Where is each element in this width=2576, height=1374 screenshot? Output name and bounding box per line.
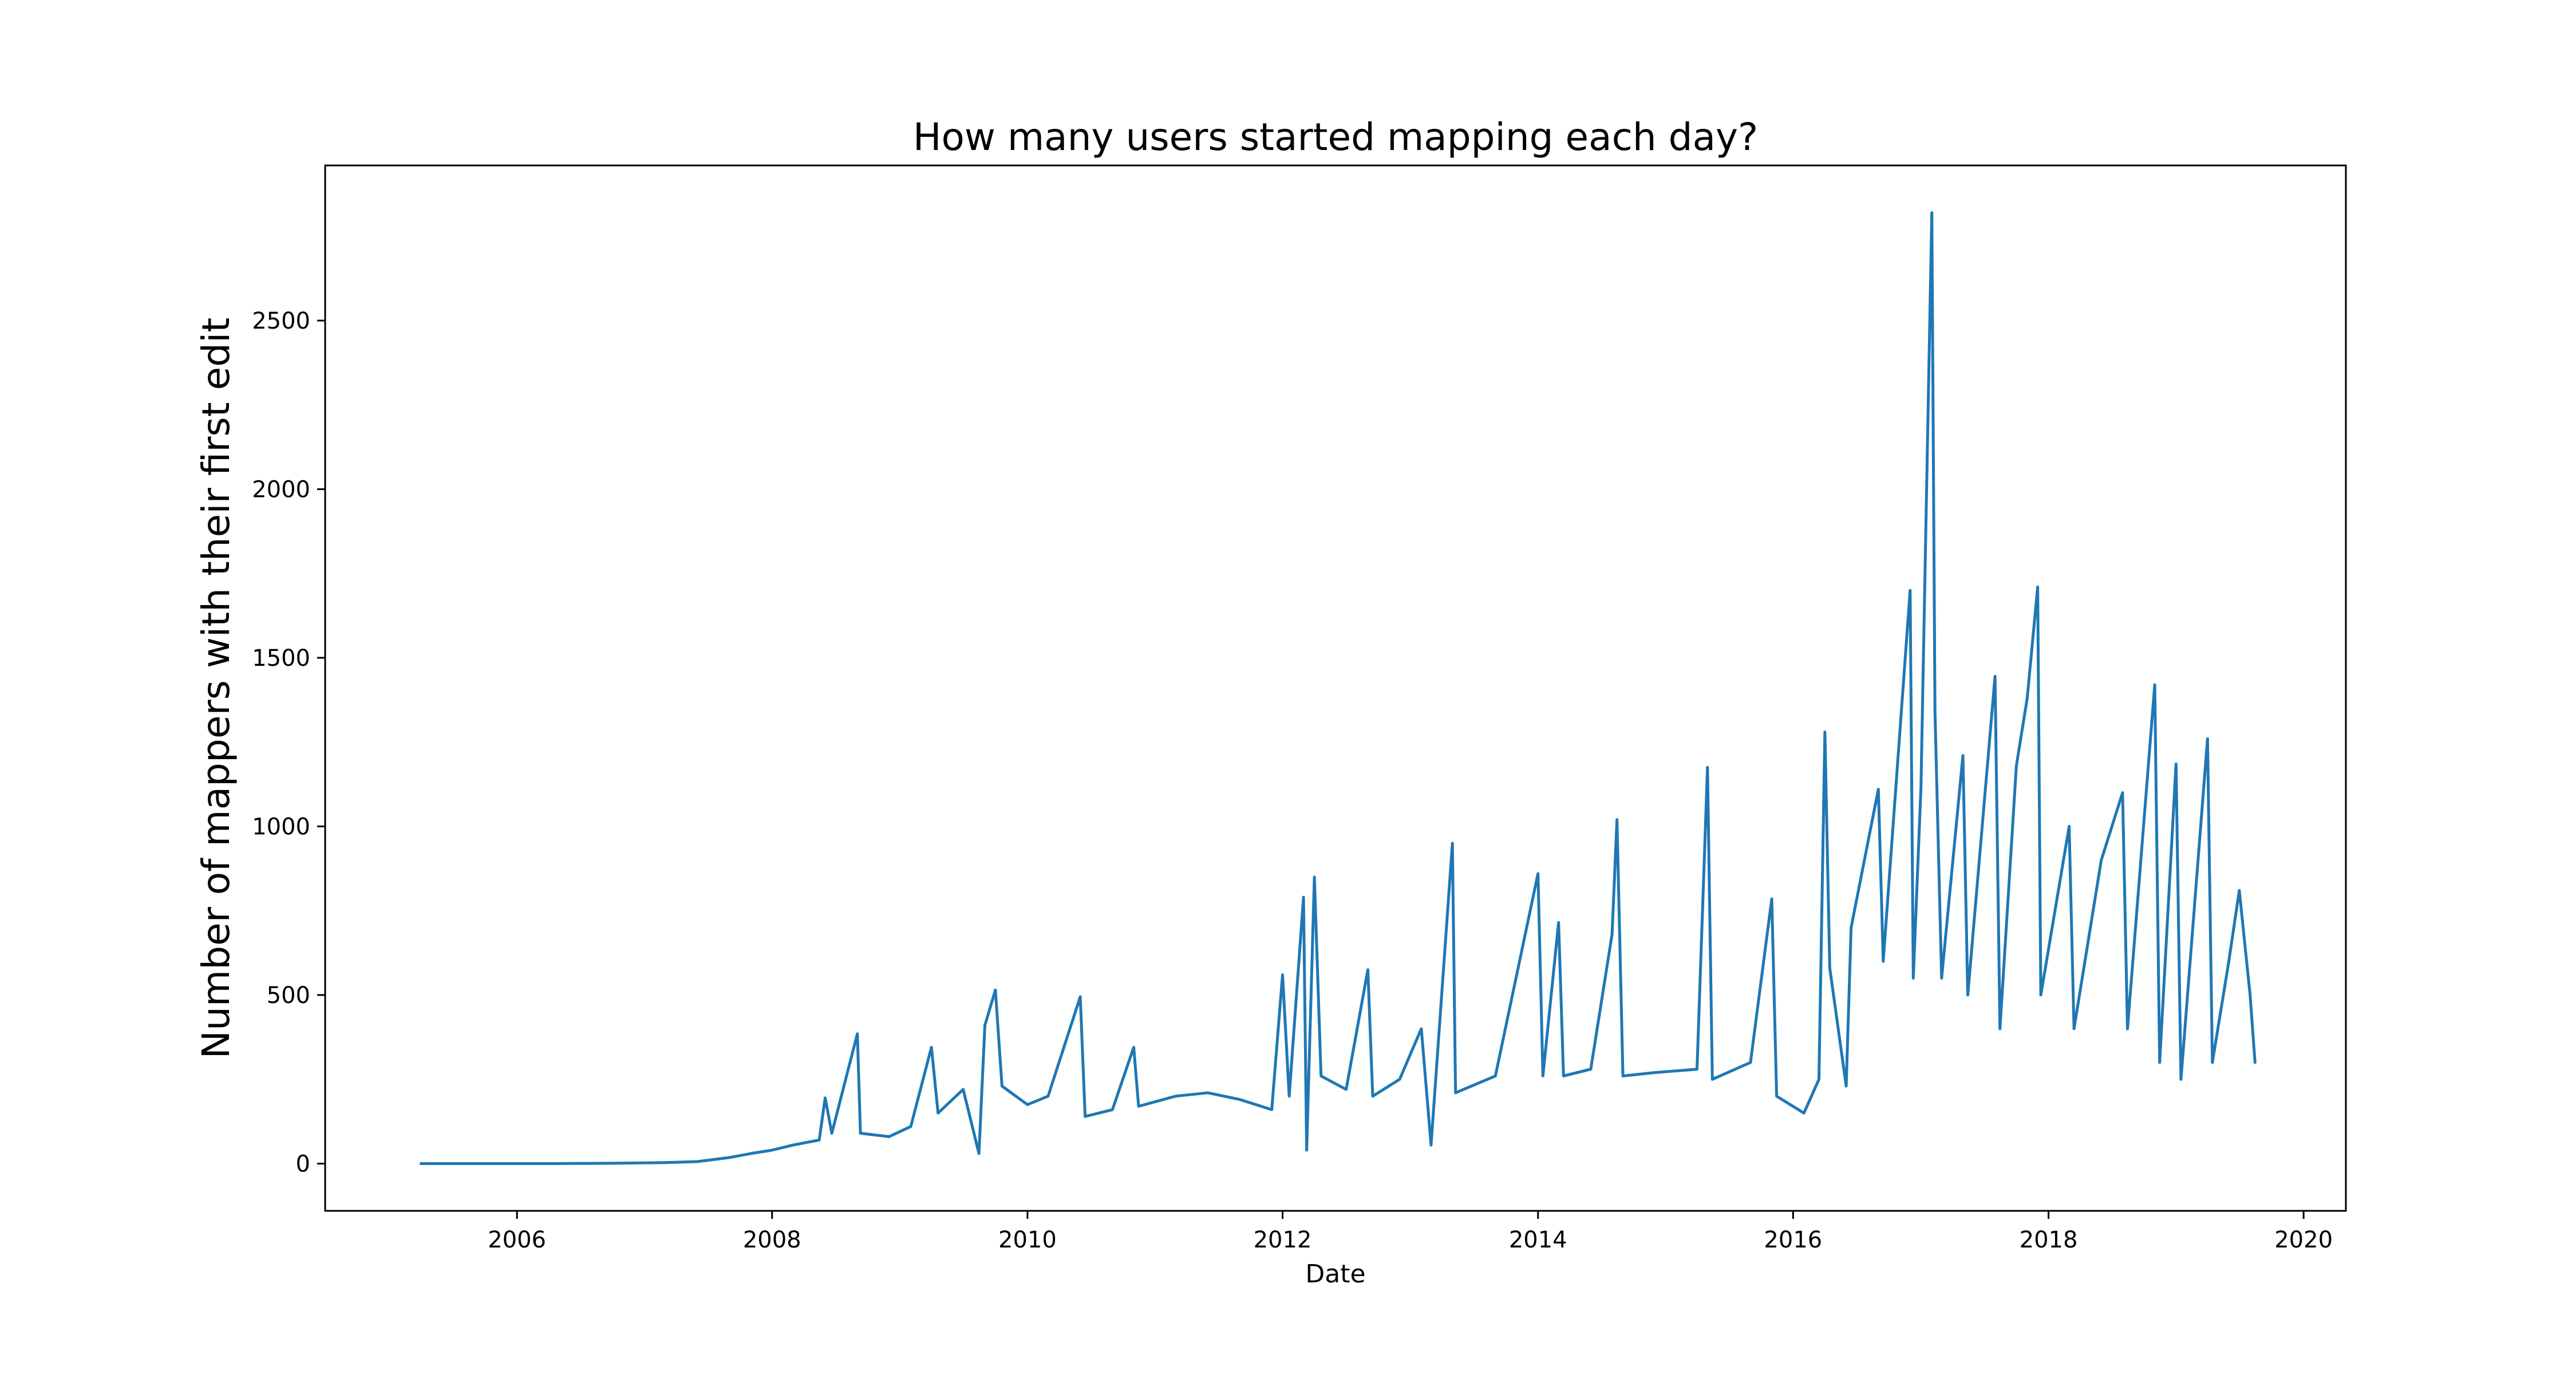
chart-title: How many users started mapping each day?: [913, 115, 1758, 159]
y-axis: 0 500 1000 1500 2000 2500: [252, 308, 325, 1178]
x-tick-label: 2006: [488, 1227, 546, 1253]
x-tick-label: 2012: [1254, 1227, 1312, 1253]
y-tick-label: 500: [267, 982, 310, 1009]
y-tick-label: 1500: [252, 645, 310, 672]
x-axis-label: Date: [1305, 1260, 1365, 1289]
plot-area: [325, 165, 2346, 1211]
x-tick-label: 2010: [998, 1227, 1057, 1253]
y-tick-label: 2000: [252, 476, 310, 503]
x-tick-label: 2020: [2274, 1227, 2333, 1253]
x-tick-label: 2018: [2020, 1227, 2078, 1253]
x-tick-label: 2008: [743, 1227, 801, 1253]
x-axis: 2006 2008 2010 2012 2014 2016 2018 2020: [488, 1211, 2333, 1253]
y-axis-label: Number of mappers with their first edit: [194, 318, 238, 1059]
y-tick-label: 1000: [252, 814, 310, 840]
y-tick-label: 2500: [252, 308, 310, 334]
series-line: [419, 211, 2257, 1165]
plot-frame: [324, 164, 2347, 1212]
x-tick-label: 2014: [1509, 1227, 1567, 1253]
y-tick-label: 0: [296, 1151, 310, 1178]
x-tick-label: 2016: [1764, 1227, 1822, 1253]
